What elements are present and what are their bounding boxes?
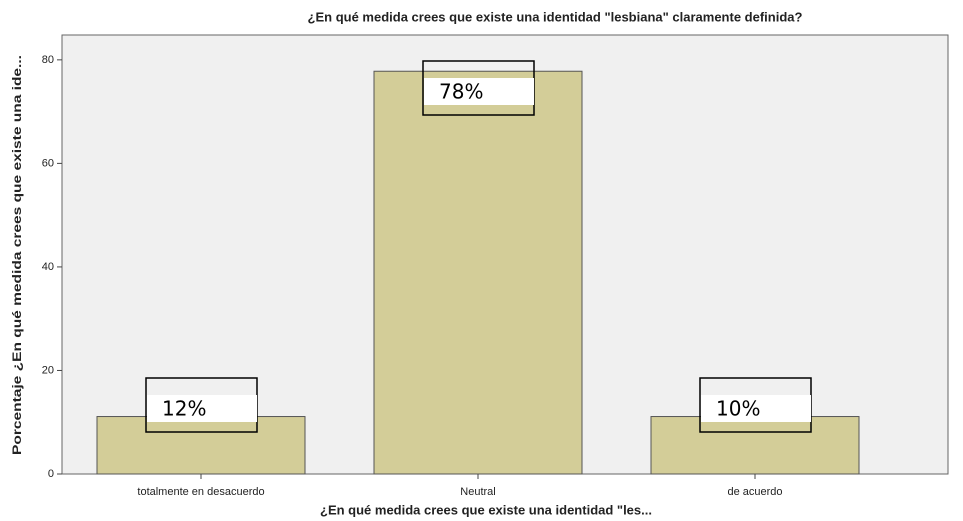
y-tick-label: 20 [42,364,54,376]
annotation-box [424,78,534,105]
annotation-box [147,395,257,422]
y-tick-label: 40 [42,261,54,273]
bar [650,416,860,475]
x-tick-label: totalmente en desacuerdo [137,486,264,498]
annotation-box [701,395,811,422]
annotation: 10% [716,397,760,421]
y-axis-title: Porcentaje ¿En qué medida crees que exis… [10,55,24,455]
annotation: 12% [162,397,206,421]
annotation: 78% [439,80,483,104]
x-tick-label: de acuerdo [727,486,782,498]
y-tick-label: 0 [48,468,54,480]
y-tick-label: 80 [42,54,54,66]
y-tick-label: 60 [42,157,54,169]
x-tick-label: Neutral [460,486,495,498]
chart-title: ¿En qué medida crees que existe una iden… [308,9,803,24]
bar [373,70,583,475]
x-axis-title: ¿En qué medida crees que existe una iden… [320,502,652,517]
bar [96,416,306,475]
